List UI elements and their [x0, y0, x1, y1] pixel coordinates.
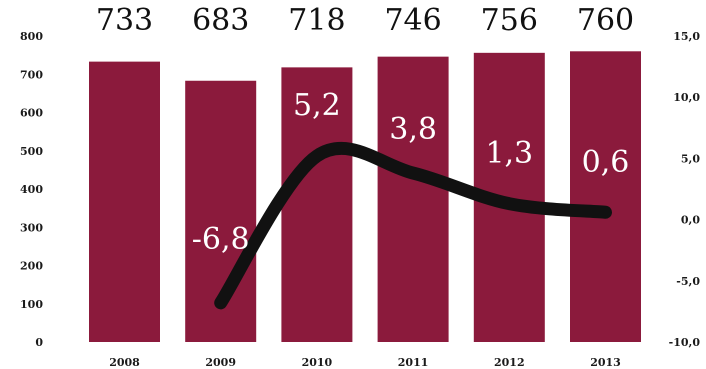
bar-2011: [377, 56, 449, 342]
x-axis-tick-label: 2010: [302, 356, 333, 369]
bar-value-label: 756: [481, 3, 538, 38]
x-axis-tick-label: 2009: [205, 356, 236, 369]
bar-value-label: 683: [192, 3, 249, 38]
bar-value-labels: 733 683 718 746 756 760: [96, 3, 634, 38]
right-axis-tick-label: 15,0: [673, 30, 700, 43]
bar-2013: [570, 51, 641, 343]
right-axis-tick-label: 10,0: [673, 91, 700, 104]
x-axis-tick-label: 2011: [398, 356, 429, 369]
left-axis-tick-label: 500: [20, 145, 43, 158]
growth-value-label: 5,2: [293, 88, 341, 123]
left-axis-tick-label: 800: [20, 30, 43, 43]
bars: [89, 51, 641, 343]
bar-value-label: 760: [577, 3, 634, 38]
x-axis-tick-label: 2013: [590, 356, 621, 369]
right-axis-tick-label: 5,0: [681, 152, 700, 165]
left-axis-tick-label: 600: [20, 107, 43, 120]
left-axis-ticks: 0 100 200 300 400 500 600 700 800: [20, 30, 43, 349]
right-axis-tick-label: 0,0: [681, 214, 700, 227]
bar-2008: [89, 61, 160, 342]
left-axis-tick-label: 100: [20, 298, 43, 311]
growth-line-layer: [214, 141, 612, 310]
right-axis-tick-label: -5,0: [676, 275, 700, 288]
x-axis-tick-label: 2008: [109, 356, 140, 369]
left-axis-tick-label: 200: [20, 260, 43, 273]
growth-value-label: 1,3: [485, 136, 533, 171]
right-axis-tick-label: -10,0: [669, 336, 701, 349]
x-axis-tick-label: 2012: [494, 356, 525, 369]
bar-value-label: 733: [96, 3, 153, 38]
growth-value-label: 3,8: [389, 112, 437, 147]
growth-line: [214, 141, 612, 310]
left-axis-tick-label: 300: [20, 221, 43, 234]
bar-value-label: 746: [384, 3, 441, 38]
bar-2010: [281, 67, 353, 343]
left-axis-tick-label: 0: [35, 336, 43, 349]
left-axis-tick-label: 400: [20, 183, 43, 196]
bar-value-label: 718: [288, 3, 345, 38]
x-axis-ticks: 2008 2009 2010 2011 2012 2013: [109, 356, 621, 369]
growth-value-label: 0,6: [582, 145, 630, 180]
growth-value-labels: -6,8 5,2 3,8 1,3 0,6: [192, 88, 630, 257]
right-axis-ticks: -10,0 -5,0 0,0 5,0 10,0 15,0: [669, 30, 701, 349]
growth-value-label: -6,8: [192, 222, 250, 257]
left-axis-tick-label: 700: [20, 68, 43, 81]
